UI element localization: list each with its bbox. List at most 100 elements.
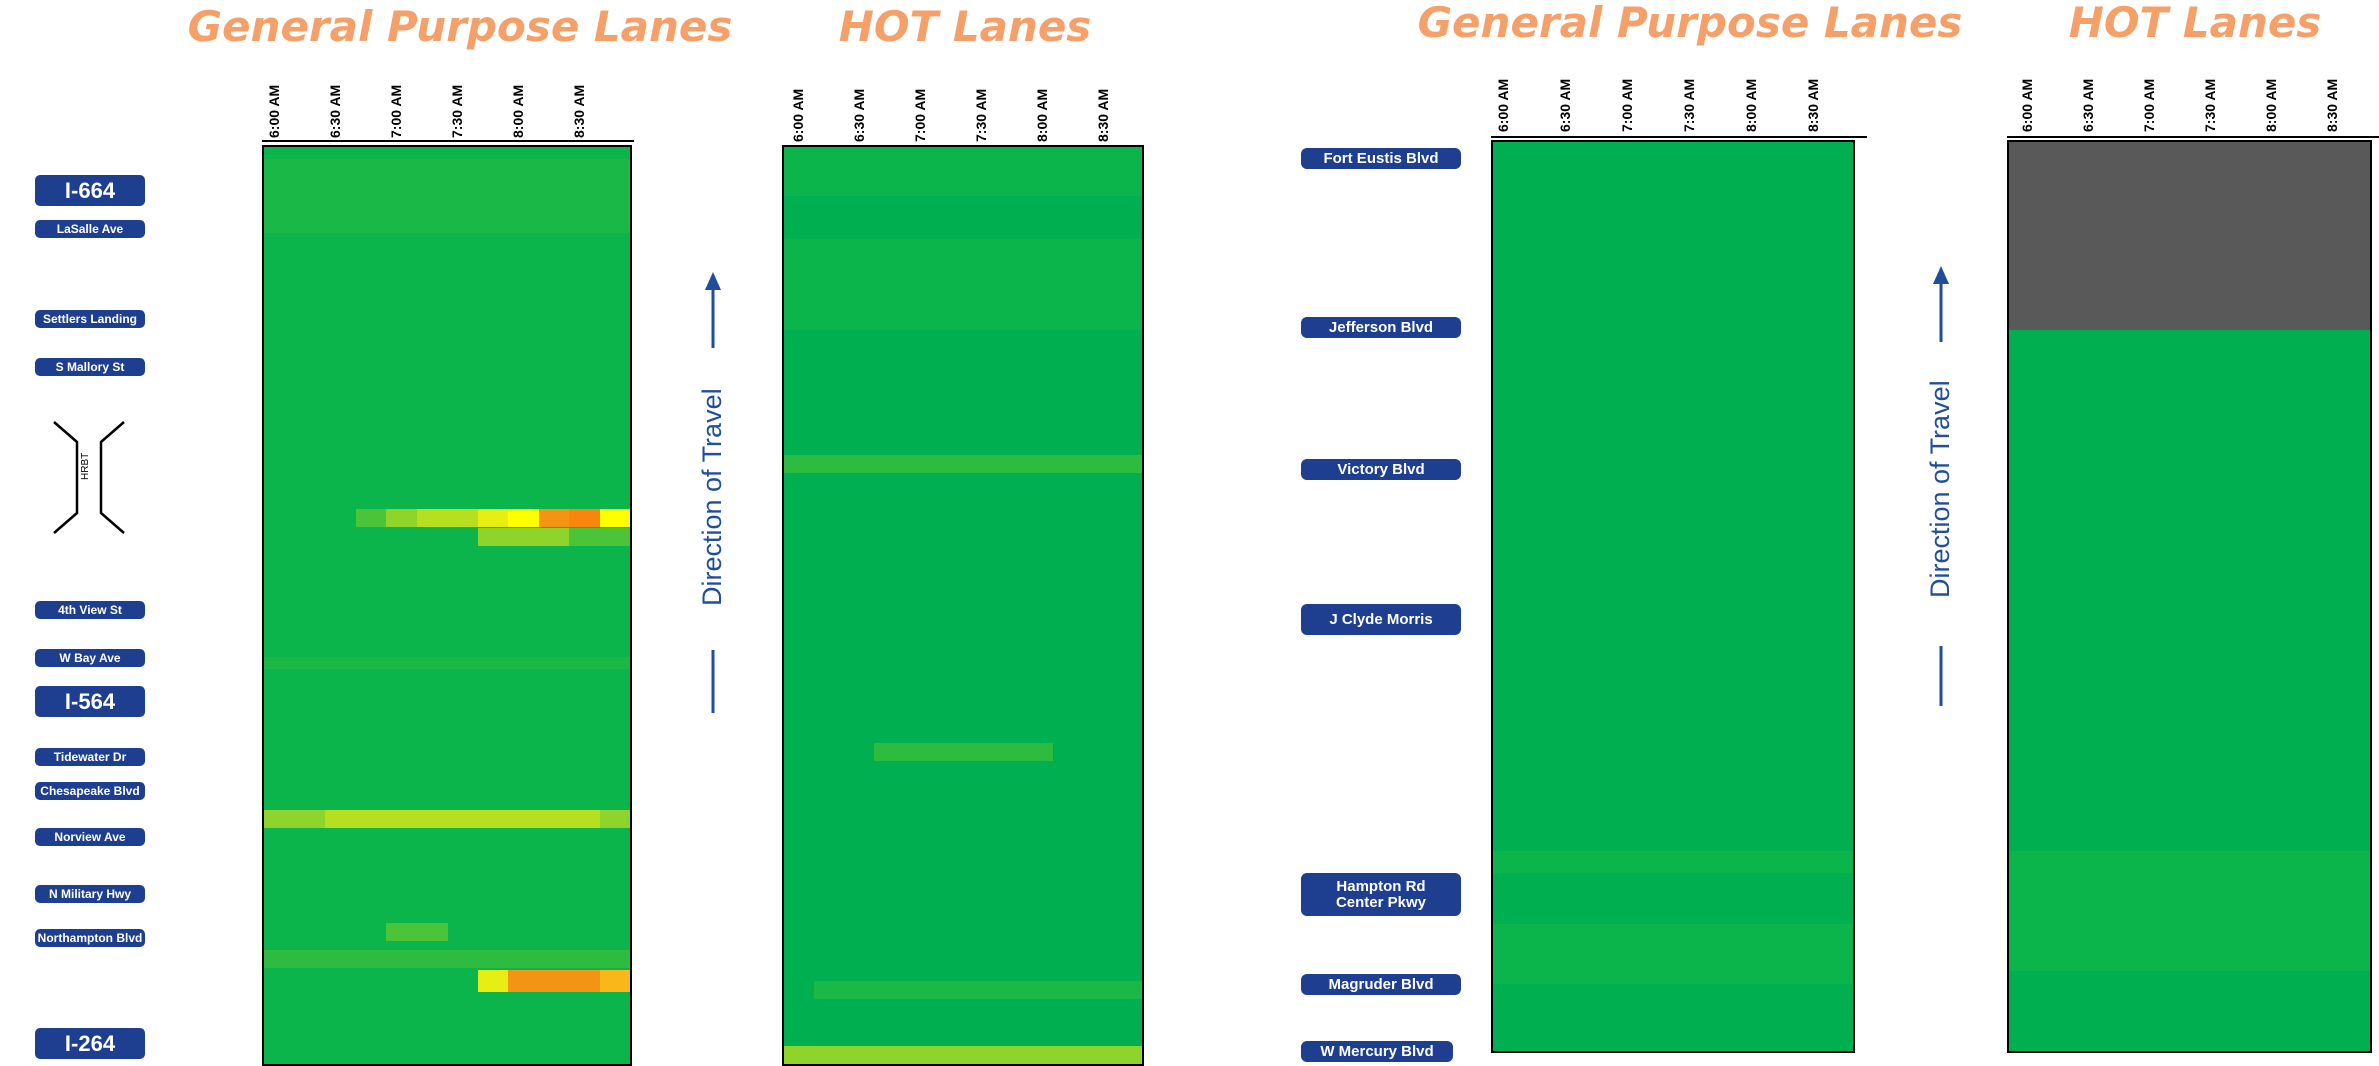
heatmap-cell xyxy=(843,244,875,252)
heatmap-cell xyxy=(1022,171,1054,179)
heatmap-cell xyxy=(355,1033,387,1041)
heatmap-congestion-cell xyxy=(599,509,630,528)
heatmap-cell xyxy=(264,837,296,845)
heatmap-cell xyxy=(477,360,509,368)
heatmap-cell xyxy=(447,263,479,270)
heatmap-cell xyxy=(294,293,326,301)
heatmap-cell xyxy=(264,299,296,307)
heatmap-cell xyxy=(569,208,601,215)
heatmap-cell xyxy=(992,263,1024,270)
heatmap-cell xyxy=(325,360,357,368)
heatmap-cell xyxy=(447,770,479,778)
heatmap-cell xyxy=(538,544,570,552)
heatmap-cell xyxy=(264,758,296,766)
heatmap-cell xyxy=(355,935,387,943)
heatmap-cell xyxy=(325,843,357,851)
heatmap-cell xyxy=(599,422,630,429)
heatmap-cell xyxy=(447,587,479,594)
heatmap-cell xyxy=(386,990,418,998)
heatmap-cell xyxy=(355,464,387,472)
heatmap-cell xyxy=(508,373,540,380)
heatmap-cell xyxy=(1112,257,1142,264)
heatmap-cell xyxy=(294,593,326,600)
heatmap-cell xyxy=(294,385,326,393)
heatmap-cell xyxy=(447,287,479,295)
heatmap-cell xyxy=(538,189,570,197)
heatmap-cell xyxy=(264,1002,296,1010)
heatmap-cell xyxy=(963,159,994,166)
heatmap-cell xyxy=(264,318,296,325)
heatmap-cell xyxy=(538,263,570,270)
heatmap-cell xyxy=(325,562,357,570)
heatmap-cell xyxy=(264,782,296,790)
heatmap-cell xyxy=(933,159,964,166)
heatmap-cell xyxy=(294,581,326,588)
heatmap-cell xyxy=(325,324,357,331)
heatmap-cell xyxy=(447,752,479,759)
heatmap-cell xyxy=(325,550,357,558)
heatmap-cell xyxy=(355,385,387,393)
heatmap-cell xyxy=(508,458,540,466)
heatmap-cell xyxy=(813,232,845,240)
heatmap-cell xyxy=(264,281,296,289)
heatmap-cell xyxy=(477,483,509,490)
heatmap-cell xyxy=(416,183,448,191)
heatmap-cell xyxy=(264,360,296,368)
heatmap-cell xyxy=(1052,269,1083,276)
heatmap-cell xyxy=(538,611,570,619)
heatmap-cell xyxy=(477,422,509,429)
heatmap-cell xyxy=(325,159,357,166)
heatmap-cell xyxy=(264,495,296,503)
heatmap-cell xyxy=(873,287,904,295)
heatmap-cell xyxy=(538,471,570,478)
heatmap-congestion-cell xyxy=(325,656,357,669)
heatmap-cell xyxy=(569,446,601,454)
heatmap-cell xyxy=(294,629,326,637)
heatmap-cell xyxy=(325,458,357,466)
heatmap-cell xyxy=(538,892,570,900)
heatmap-cell xyxy=(264,422,296,429)
heatmap-cell xyxy=(508,1039,540,1047)
heatmap-cell xyxy=(1082,208,1113,215)
heatmap-cell xyxy=(508,318,540,325)
heatmap-cell xyxy=(386,409,418,417)
heatmap-cell xyxy=(538,1033,570,1041)
heatmap-cell xyxy=(294,318,326,325)
heatmap-cell xyxy=(903,147,934,154)
heatmap-cell xyxy=(416,202,448,209)
heatmap-cell xyxy=(569,483,601,490)
heatmap-cell xyxy=(294,336,326,344)
heatmap-cell xyxy=(508,281,540,289)
heatmap-cell xyxy=(477,1039,509,1047)
heatmap-cell xyxy=(843,214,875,221)
heatmap-cell xyxy=(873,153,904,160)
heatmap-cell xyxy=(1052,257,1083,264)
heatmap-cell xyxy=(569,415,601,423)
heatmap-cell xyxy=(508,1033,540,1041)
heatmap-cell xyxy=(355,697,387,704)
heatmap-cell xyxy=(599,666,630,674)
heatmap-cell xyxy=(538,581,570,588)
heatmap-cell xyxy=(386,788,418,796)
heatmap-cell xyxy=(508,788,540,796)
heatmap-cell xyxy=(477,208,509,215)
heatmap-cell xyxy=(294,556,326,564)
heatmap-cell xyxy=(294,972,326,979)
heatmap-cell xyxy=(416,1008,448,1016)
heatmap-cell xyxy=(386,458,418,466)
heatmap-cell xyxy=(416,360,448,368)
heatmap-cell xyxy=(325,752,357,759)
heatmap-cell xyxy=(416,250,448,258)
heatmap-cell xyxy=(264,990,296,998)
heatmap-cell xyxy=(599,831,630,839)
heatmap-cell xyxy=(325,892,357,900)
heatmap-cell xyxy=(477,825,509,833)
heatmap-cell xyxy=(264,636,296,643)
heatmap-cell xyxy=(569,795,601,802)
heatmap-cell xyxy=(325,452,357,460)
heatmap-cell xyxy=(477,452,509,460)
heatmap-cell xyxy=(963,250,994,258)
heatmap-cell xyxy=(325,293,357,301)
heatmap-cell xyxy=(477,471,509,478)
heatmap-cell xyxy=(1052,153,1083,160)
